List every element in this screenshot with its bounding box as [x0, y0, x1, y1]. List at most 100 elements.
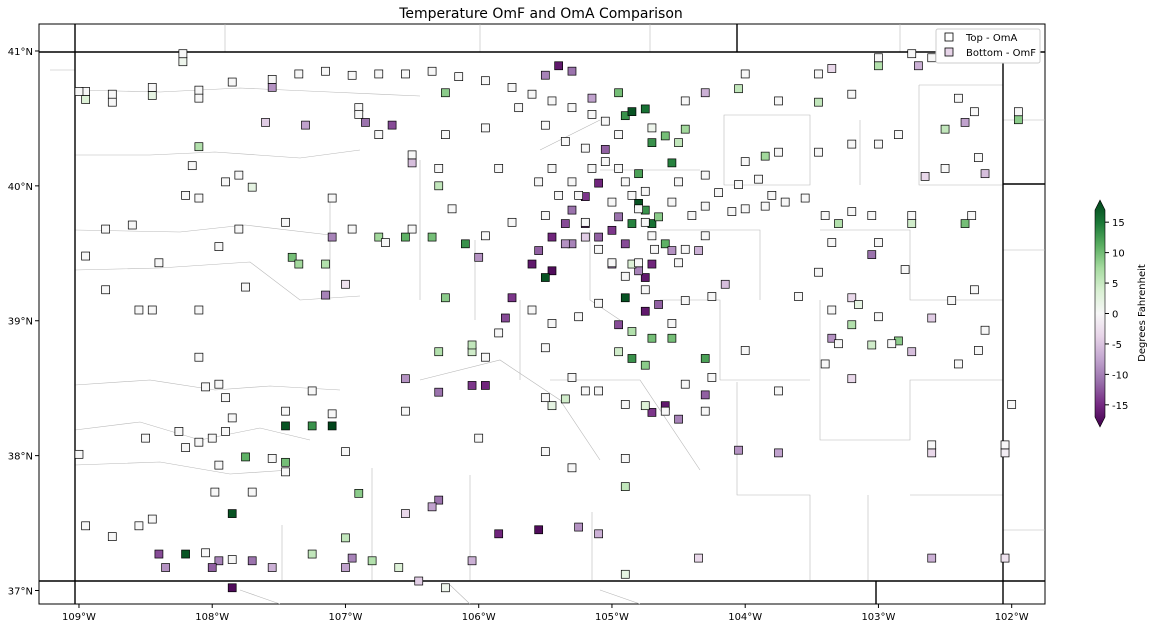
omf-point — [554, 61, 564, 71]
omf-point — [667, 246, 677, 255]
oma-point — [207, 433, 217, 443]
y-axis: 37°N 38°N 39°N 40°N 41°N — [8, 47, 39, 598]
oma-point — [147, 514, 157, 524]
omf-point — [147, 91, 157, 100]
oma-markers — [74, 49, 1023, 564]
omf-point — [587, 93, 597, 103]
colorbar-tick-label: -15 — [1112, 401, 1128, 412]
omf-markers — [81, 57, 1023, 593]
colorbar-body — [1094, 199, 1106, 428]
omf-point — [960, 219, 970, 228]
oma-point — [307, 386, 317, 396]
oma-point — [754, 174, 763, 184]
oma-point — [560, 137, 570, 146]
omf-point — [321, 259, 330, 269]
omf-point — [161, 563, 170, 572]
oma-point — [540, 120, 550, 130]
oma-point — [201, 548, 210, 558]
oma-point — [481, 123, 490, 133]
legend-marker-omf — [944, 47, 954, 57]
omf-point — [940, 124, 950, 134]
omf-point — [760, 151, 770, 161]
omf-point — [307, 549, 317, 559]
oma-point — [674, 258, 683, 268]
oma-point — [540, 211, 550, 220]
omf-point — [660, 131, 670, 141]
omf-point — [347, 553, 357, 563]
omf-point — [501, 313, 510, 323]
oma-point — [647, 123, 657, 133]
omf-point — [194, 142, 204, 152]
colorbar-tick-label: 0 — [1112, 310, 1118, 321]
omf-point — [467, 556, 477, 566]
omf-point — [667, 158, 677, 168]
oma-point — [540, 343, 550, 353]
oma-point — [650, 244, 659, 254]
oma-point — [374, 130, 384, 140]
omf-point — [281, 457, 290, 467]
oma-point — [614, 164, 623, 173]
oma-point — [354, 110, 364, 119]
oma-point — [827, 238, 837, 247]
oma-point — [107, 89, 117, 99]
omf-point — [434, 181, 444, 191]
omf-point — [267, 82, 277, 92]
omf-point — [1014, 115, 1023, 125]
omf-point — [81, 95, 90, 104]
omf-point — [620, 569, 630, 579]
oma-point — [194, 193, 204, 203]
omf-point — [407, 158, 417, 168]
oma-point — [640, 217, 650, 227]
omf-point — [660, 239, 670, 249]
omf-point — [434, 495, 444, 505]
oma-point — [567, 463, 577, 473]
oma-point — [481, 76, 490, 86]
oma-point — [214, 379, 224, 389]
legend-label-omf: Bottom - OmF — [966, 48, 1036, 59]
oma-point — [194, 437, 204, 447]
omf-point — [594, 529, 603, 539]
oma-point — [967, 211, 977, 220]
oma-point — [820, 211, 830, 220]
oma-point — [534, 177, 544, 187]
oma-point — [774, 147, 783, 157]
oma-point — [700, 201, 710, 211]
oma-point — [974, 346, 983, 355]
oma-point — [980, 325, 990, 335]
oma-point — [970, 285, 979, 295]
omf-point — [874, 61, 883, 71]
colorbar-tick-label: -5 — [1112, 340, 1122, 351]
oma-point — [101, 224, 110, 234]
omf-point — [540, 273, 550, 282]
omf-point — [834, 219, 843, 228]
oma-point — [481, 231, 490, 241]
omf-point — [287, 252, 297, 262]
oma-point — [847, 139, 857, 149]
y-tick-label: 41°N — [8, 47, 33, 58]
omf-point — [607, 225, 617, 235]
omf-point — [261, 118, 270, 127]
oma-point — [587, 164, 597, 173]
omf-point — [614, 212, 623, 222]
omf-point — [667, 333, 677, 343]
oma-point — [540, 393, 550, 403]
oma-point — [540, 447, 550, 456]
oma-point — [814, 267, 823, 277]
legend: Top - OmA Bottom - OmF — [935, 28, 1041, 64]
x-tick-label: 104°W — [728, 612, 762, 623]
omf-point — [394, 563, 404, 572]
colorbar-tick-label: -10 — [1112, 370, 1128, 381]
oma-point — [680, 244, 690, 254]
omf-point — [301, 120, 310, 130]
oma-point — [774, 96, 783, 106]
oma-point — [347, 70, 357, 80]
oma-point — [700, 406, 710, 416]
oma-point — [667, 319, 677, 328]
omf-point — [227, 509, 237, 518]
oma-point — [760, 201, 770, 211]
oma-point — [647, 231, 657, 241]
omf-point — [547, 266, 557, 276]
oma-point — [181, 443, 190, 452]
oma-point — [600, 157, 610, 166]
oma-point — [181, 190, 190, 200]
